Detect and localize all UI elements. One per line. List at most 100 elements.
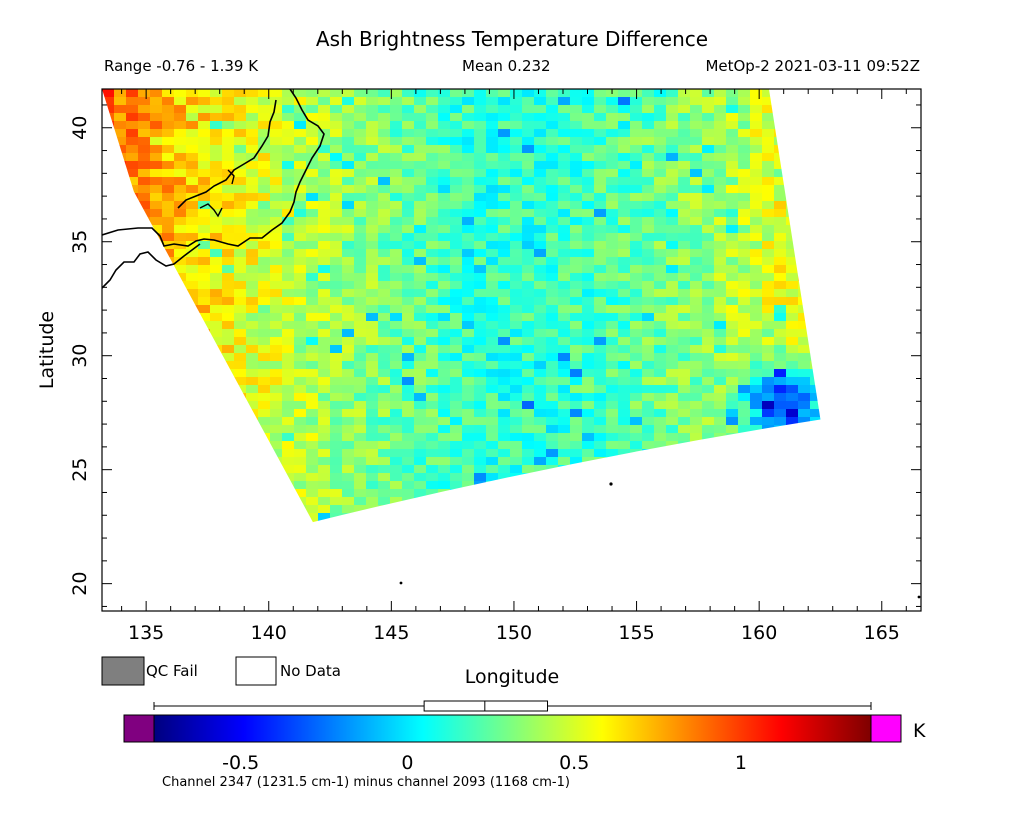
heatmap-cell (582, 513, 594, 521)
heatmap-cell (282, 289, 294, 297)
heatmap-cell (282, 129, 294, 137)
heatmap-cell (258, 353, 270, 361)
heatmap-cell (354, 481, 366, 489)
heatmap-cell (498, 353, 510, 361)
heatmap-cell (342, 217, 354, 225)
heatmap-cell (498, 89, 510, 97)
heatmap-cell (714, 529, 726, 537)
heatmap-cell (474, 297, 486, 305)
heatmap-cell (126, 169, 138, 177)
heatmap-cell (390, 129, 402, 137)
heatmap-cell (282, 233, 294, 241)
heatmap-cell (306, 97, 318, 105)
heatmap-cell (714, 201, 726, 209)
heatmap-cell (450, 425, 462, 433)
heatmap-cell (270, 385, 282, 393)
heatmap-cell (834, 137, 846, 145)
heatmap-cell (690, 265, 702, 273)
heatmap-cell (486, 129, 498, 137)
heatmap-cell (582, 97, 594, 105)
heatmap-cell (330, 89, 342, 97)
heatmap-cell (798, 217, 810, 225)
heatmap-cell (606, 449, 618, 457)
heatmap-cell (666, 497, 678, 505)
heatmap-cell (786, 481, 798, 489)
heatmap-cell (618, 529, 630, 537)
heatmap-cell (750, 337, 762, 345)
heatmap-cell (222, 489, 234, 497)
heatmap-cell (114, 233, 126, 241)
heatmap-cell (426, 249, 438, 257)
heatmap-cell (786, 513, 798, 521)
heatmap-cell (126, 313, 138, 321)
heatmap-cell (714, 353, 726, 361)
heatmap-cell (462, 201, 474, 209)
heatmap-cell (558, 273, 570, 281)
heatmap-cell (150, 105, 162, 113)
heatmap-cell (558, 329, 570, 337)
heatmap-cell (294, 521, 306, 523)
heatmap-cell (690, 129, 702, 137)
heatmap-cell (390, 513, 402, 521)
heatmap-cell (114, 345, 126, 353)
heatmap-cell (762, 113, 774, 121)
heatmap-cell (714, 441, 726, 449)
heatmap-cell (450, 457, 462, 465)
heatmap-cell (762, 385, 774, 393)
heatmap-cell (330, 457, 342, 465)
heatmap-cell (678, 305, 690, 313)
heatmap-cell (438, 89, 450, 97)
heatmap-cell (726, 537, 738, 545)
heatmap-cell (426, 225, 438, 233)
heatmap-cell (630, 529, 642, 537)
heatmap-cell (510, 449, 522, 457)
heatmap-cell (726, 241, 738, 249)
heatmap-cell (510, 169, 522, 177)
heatmap-cell (462, 193, 474, 201)
heatmap-cell (678, 193, 690, 201)
heatmap-cell (270, 337, 282, 345)
heatmap-cell (774, 265, 786, 273)
heatmap-cell (594, 537, 606, 545)
heatmap-cell (534, 529, 546, 537)
heatmap-cell (462, 233, 474, 241)
heatmap-cell (150, 409, 162, 417)
heatmap-cell (690, 505, 702, 513)
heatmap-cell (462, 409, 474, 417)
heatmap-cell (222, 537, 234, 545)
heatmap-cell (102, 345, 114, 353)
heatmap-cell (450, 137, 462, 145)
heatmap-cell (594, 481, 606, 489)
heatmap-cell (342, 233, 354, 241)
heatmap-cell (726, 137, 738, 145)
heatmap-cell (618, 337, 630, 345)
heatmap-cell (438, 273, 450, 281)
heatmap-cell (150, 209, 162, 217)
x-tick-label: 140 (251, 622, 287, 644)
heatmap-cell (738, 289, 750, 297)
heatmap-cell (618, 353, 630, 361)
heatmap-cell (534, 377, 546, 385)
heatmap-cell (270, 225, 282, 233)
heatmap-cell (282, 121, 294, 129)
heatmap-cell (282, 193, 294, 201)
heatmap-cell (630, 305, 642, 313)
heatmap-cell (342, 265, 354, 273)
heatmap-cell (126, 505, 138, 513)
heatmap-cell (822, 129, 834, 137)
heatmap-cell (834, 89, 846, 97)
heatmap-cell (114, 113, 126, 121)
heatmap-cell (510, 353, 522, 361)
heatmap-cell (606, 409, 618, 417)
heatmap-cell (810, 161, 821, 169)
heatmap-cell (126, 329, 138, 337)
heatmap-cell (750, 329, 762, 337)
heatmap-cell (198, 385, 210, 393)
heatmap-cell (762, 201, 774, 209)
heatmap-cell (654, 489, 666, 497)
heatmap-cell (498, 113, 510, 121)
heatmap-cell (498, 241, 510, 249)
heatmap-cell (318, 121, 330, 129)
heatmap-cell (150, 521, 162, 523)
heatmap-cell (210, 337, 222, 345)
